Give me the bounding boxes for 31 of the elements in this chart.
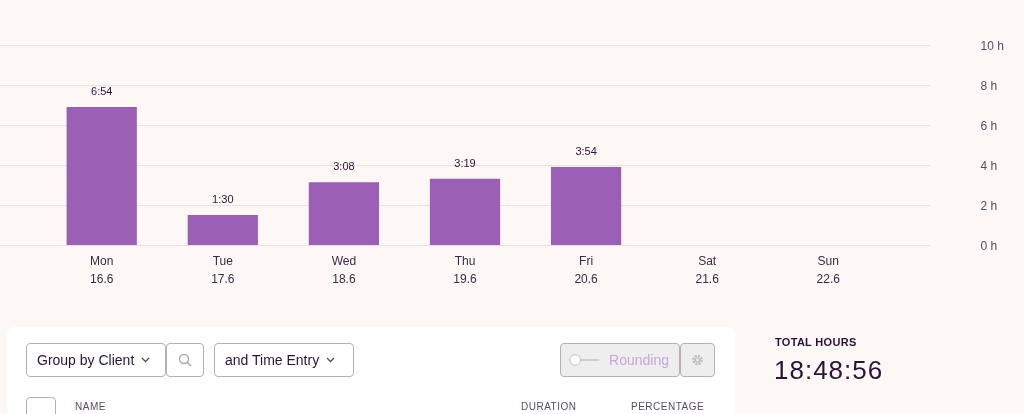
x-tick-label: Tue 17.6 — [211, 253, 235, 286]
bar — [550, 167, 622, 245]
text: NAME — [75, 401, 106, 412]
y-tick-label: 0 h — [980, 238, 998, 253]
text: DURATION — [521, 401, 577, 412]
data-label: 3:19 — [454, 156, 476, 169]
x-tick-label: Sat 21.6 — [695, 253, 720, 286]
text: PERCENTAGE — [631, 401, 705, 412]
data-label: 3:54 — [575, 145, 597, 157]
bar — [429, 178, 501, 245]
data-label: 6:54 — [91, 85, 113, 97]
text: 18:48:56 — [774, 355, 884, 386]
x-tick-label: Wed 18.6 — [331, 253, 357, 286]
y-tick-label: 10 h — [980, 38, 1004, 53]
text: Group by Client — [26, 343, 166, 377]
data-label: 3:08 — [333, 160, 355, 173]
x-tick-label: Mon 16.6 — [90, 253, 114, 286]
bar — [66, 107, 137, 245]
y-tick-label: 2 h — [980, 198, 998, 213]
text: TOTAL HOURS — [775, 336, 857, 348]
x-tick-label: Thu 19.6 — [453, 253, 477, 286]
y-tick-label: 4 h — [980, 158, 998, 173]
y-tick-label: 8 h — [980, 78, 998, 93]
x-tick-label: Fri 20.6 — [574, 253, 599, 286]
bar — [308, 182, 380, 245]
bar — [187, 215, 258, 245]
text: Rounding — [609, 352, 669, 368]
data-label: 1:30 — [212, 193, 234, 205]
text: and Time Entry — [214, 343, 354, 377]
y-tick-label: 6 h — [980, 118, 998, 133]
x-tick-label: Sun 22.6 — [816, 253, 841, 286]
